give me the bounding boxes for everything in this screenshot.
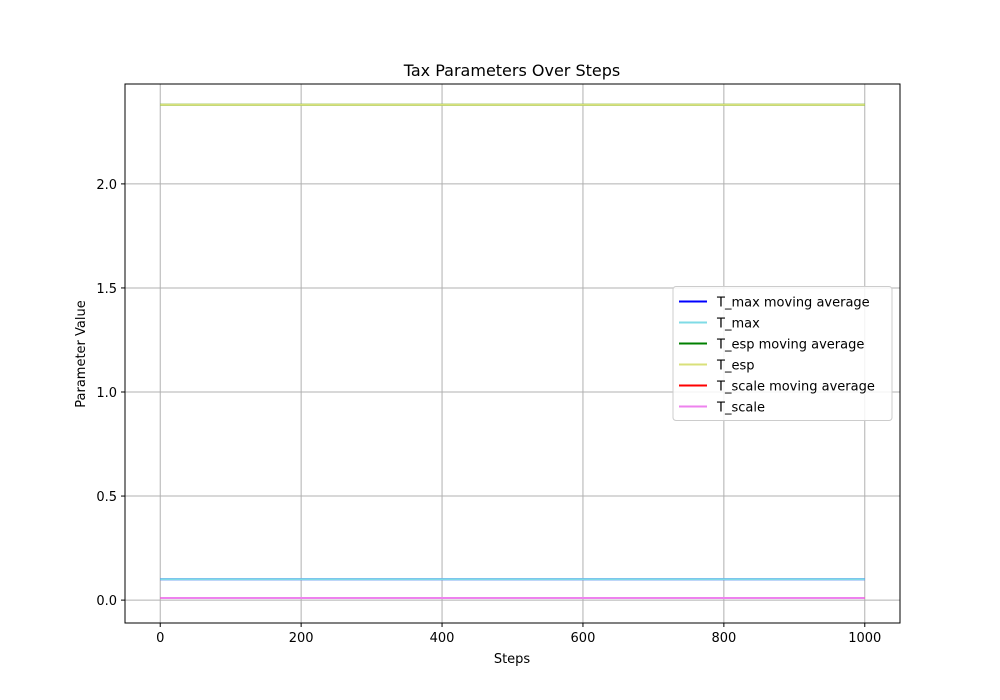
y-tick-label: 0.5 (96, 490, 117, 505)
y-tick-label: 1.0 (96, 386, 117, 401)
x-tick-label: 600 (571, 631, 596, 646)
legend-label: T_scale moving average (716, 380, 875, 395)
y-tick-label: 1.5 (96, 282, 117, 297)
y-tick-label: 0.0 (96, 594, 117, 609)
series-lines (160, 103, 865, 599)
legend-label: T_esp moving average (716, 338, 864, 353)
x-tick-label: 200 (289, 631, 314, 646)
x-axis-ticks: 0 200 400 600 800 1000 (156, 623, 881, 646)
legend-label: T_max (716, 317, 760, 332)
legend-box (672, 286, 893, 421)
plot-area-frame (124, 83, 901, 624)
chart-title: Tax Parameters Over Steps (403, 61, 620, 80)
y-axis-label: Parameter Value (74, 300, 89, 407)
legend-label: T_esp (716, 359, 754, 374)
legend-label: T_max moving average (716, 296, 870, 311)
y-axis-ticks: 0.0 0.5 1.0 1.5 2.0 (96, 178, 125, 609)
legend-label: T_scale (716, 401, 765, 416)
legend: T_max moving average T_max T_esp moving av… (672, 286, 893, 421)
x-tick-label: 0 (156, 631, 164, 646)
x-tick-label: 800 (711, 631, 736, 646)
x-axis-label: Steps (494, 652, 531, 667)
x-tick-label: 400 (430, 631, 455, 646)
x-tick-label: 1000 (848, 631, 881, 646)
y-tick-label: 2.0 (96, 178, 117, 193)
